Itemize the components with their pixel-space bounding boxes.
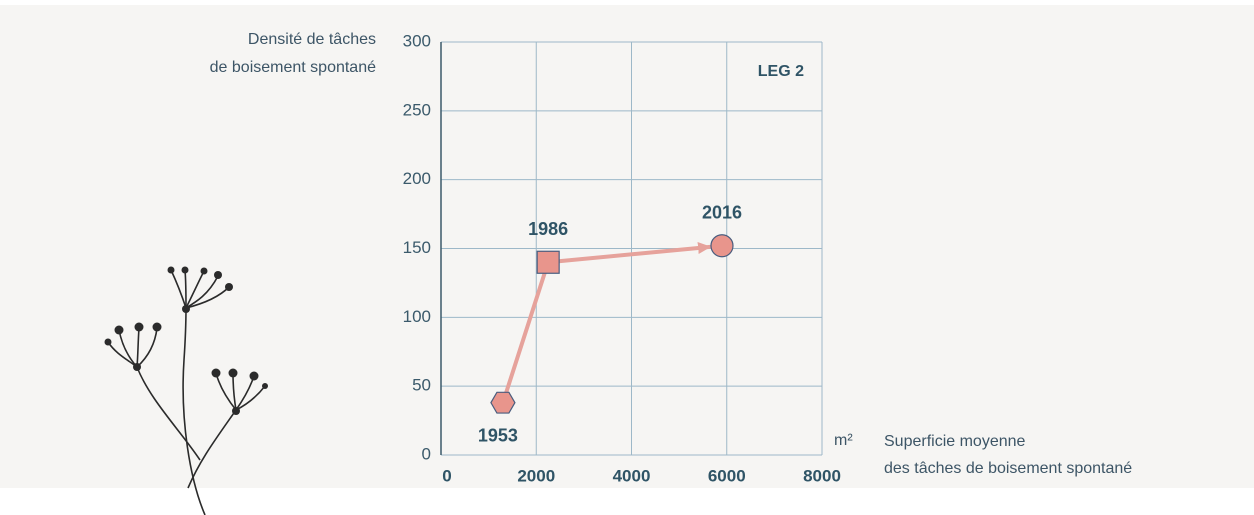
point-label: 1953 — [478, 425, 518, 445]
y-tick-label: 50 — [412, 376, 431, 395]
x-tick-label: 6000 — [708, 466, 746, 485]
background — [0, 5, 1254, 488]
x-axis-label: des tâches de boisement spontané — [884, 460, 1132, 477]
x-tick-label: 0 — [442, 466, 451, 485]
plant-buds — [104, 266, 268, 415]
y-tick-label: 250 — [403, 100, 431, 119]
point-label: 1986 — [528, 219, 568, 239]
y-tick-label: 0 — [422, 444, 431, 463]
point — [710, 234, 734, 258]
x-tick-label: 2000 — [517, 466, 555, 485]
x-tick-label: 4000 — [613, 466, 651, 485]
y-tick-label: 150 — [403, 238, 431, 257]
y-tick-label: 100 — [403, 307, 431, 326]
point — [490, 391, 516, 414]
y-tick-label: 300 — [403, 31, 431, 50]
x-unit: m² — [834, 432, 853, 449]
point-label: 2016 — [702, 202, 742, 222]
x-tick-label: 8000 — [803, 466, 841, 485]
legend-tag: LEG 2 — [758, 63, 804, 80]
point — [536, 250, 560, 274]
x-axis-label: Superficie moyenne — [884, 433, 1026, 450]
y-tick-label: 200 — [403, 169, 431, 188]
y-axis-label: de boisement spontané — [210, 59, 376, 76]
y-axis-label: Densité de tâches — [248, 31, 376, 48]
